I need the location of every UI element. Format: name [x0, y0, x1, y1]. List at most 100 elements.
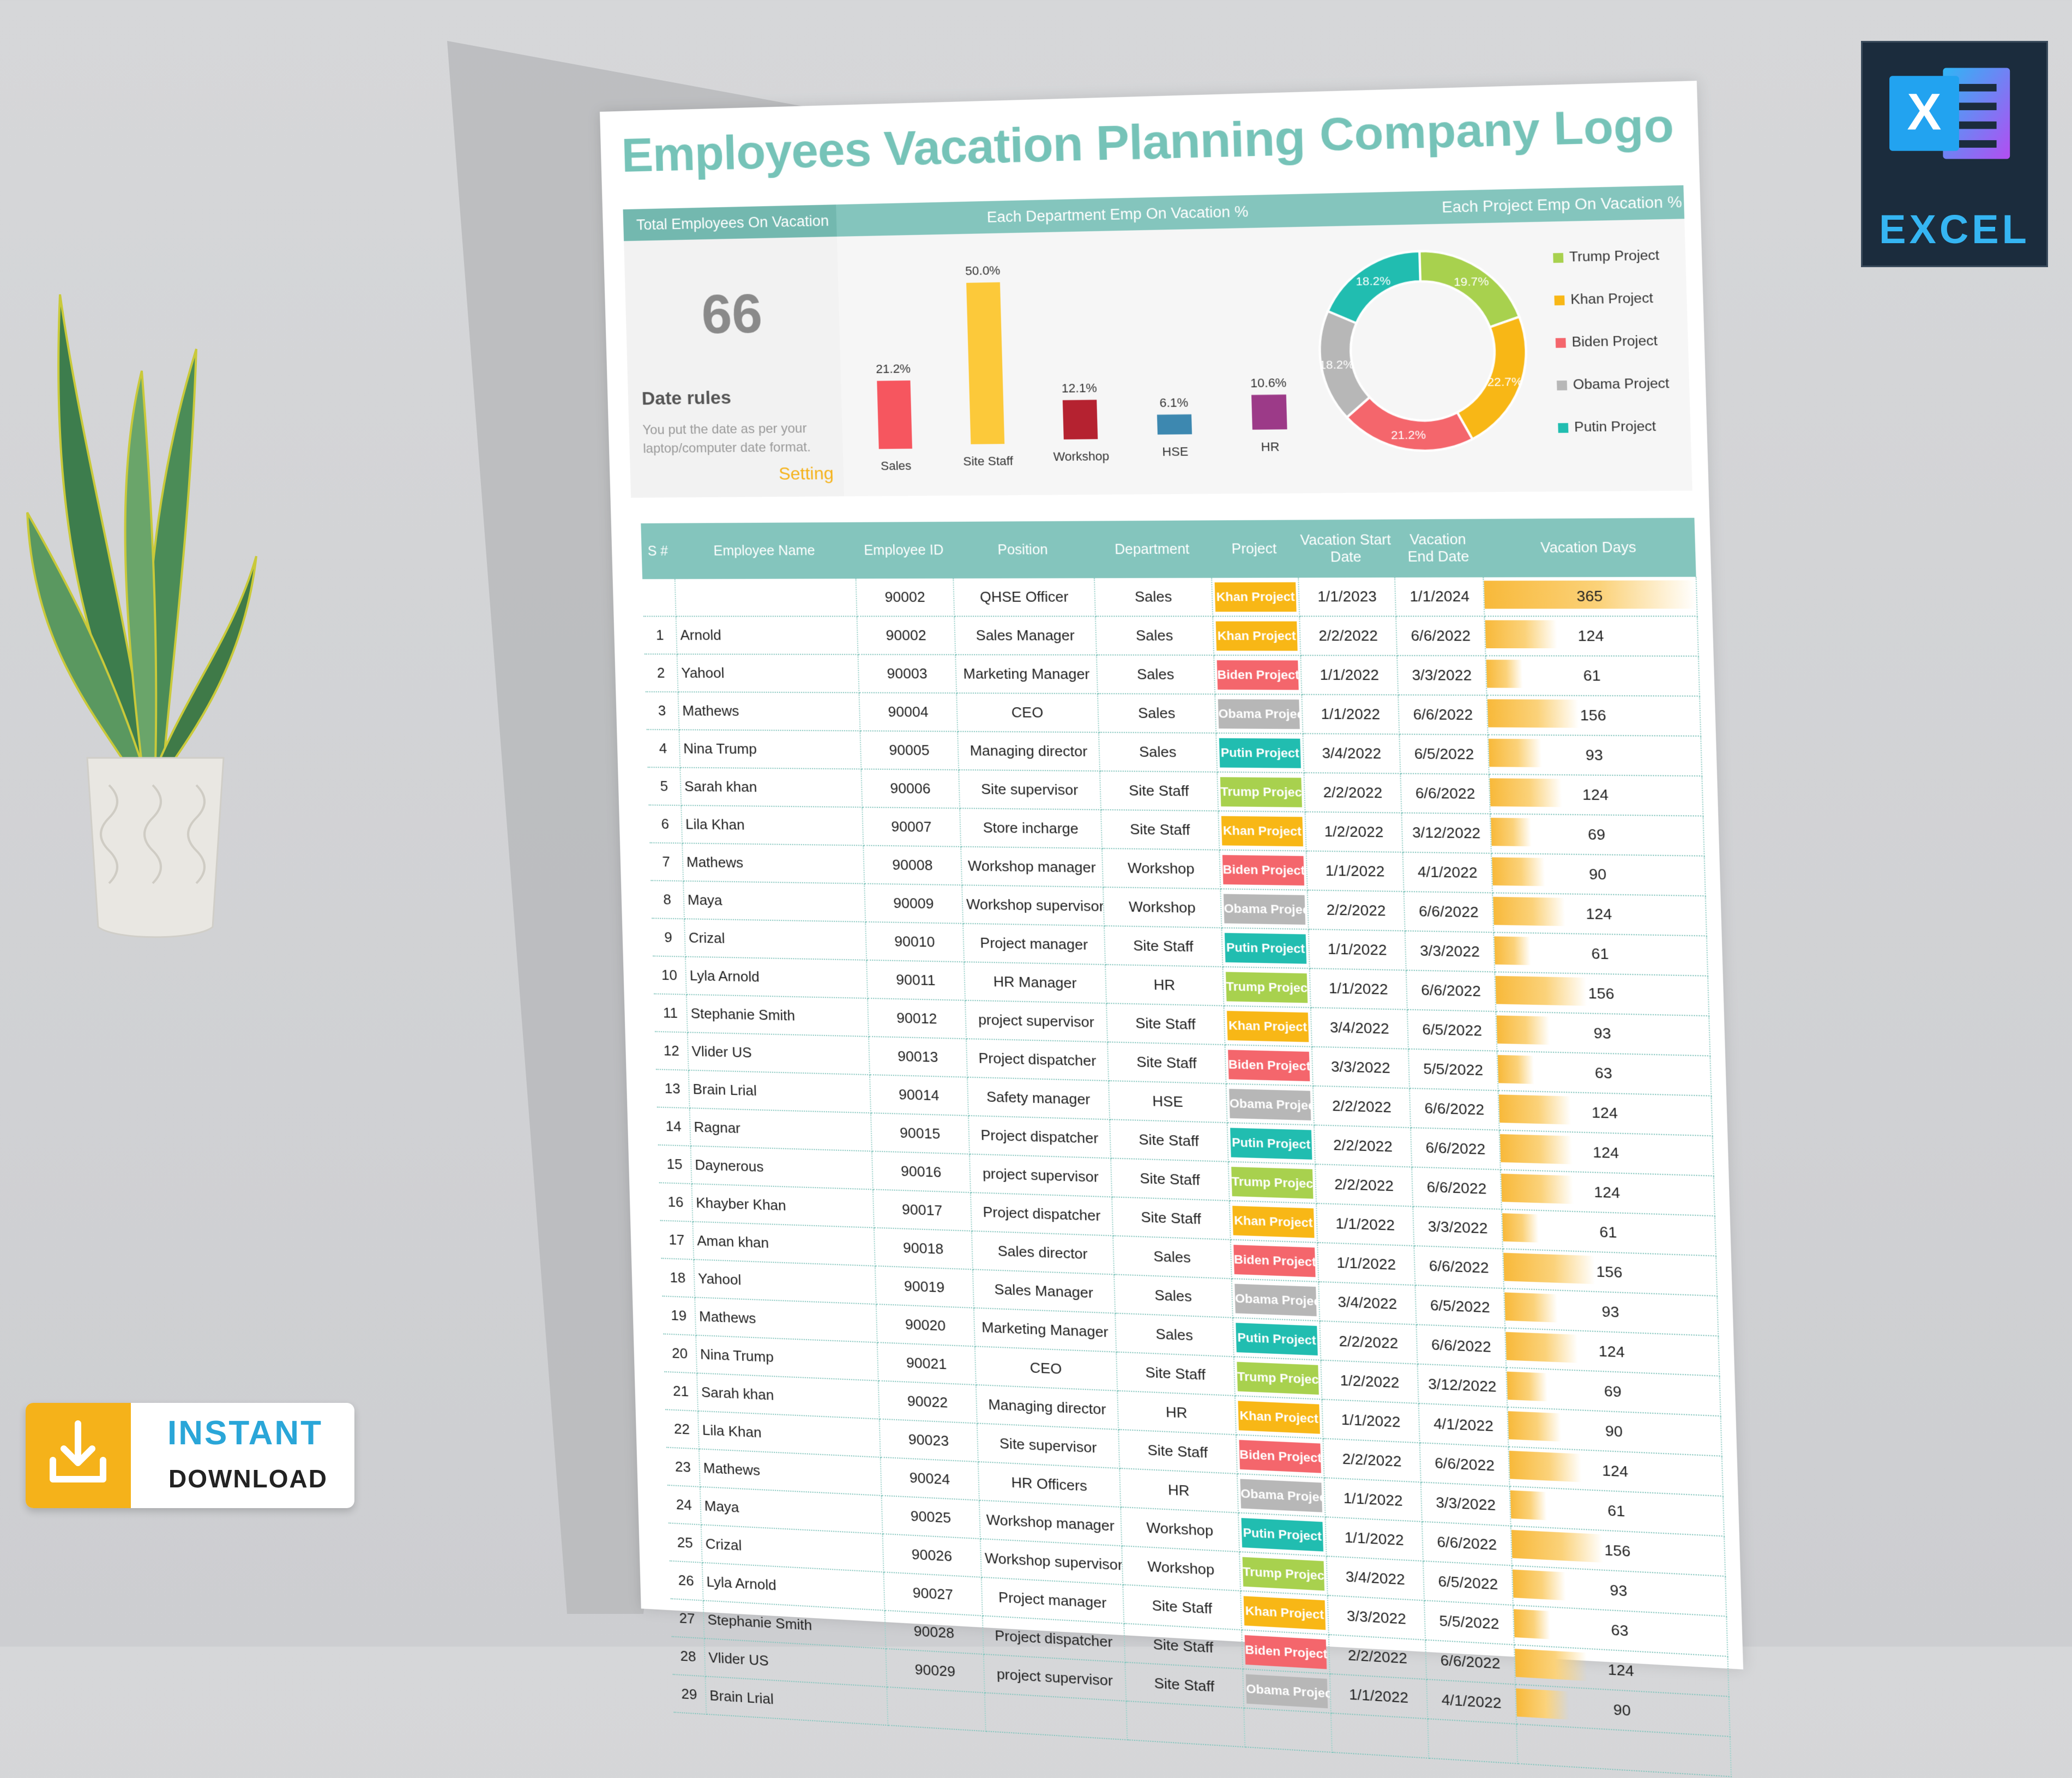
cell-position[interactable]: CEO: [956, 693, 1099, 732]
cell-sn[interactable]: [642, 579, 676, 616]
cell-sn[interactable]: 5: [648, 767, 682, 805]
cell-vacation-days[interactable]: 93: [1488, 735, 1702, 776]
cell-employee-id[interactable]: 90023: [880, 1419, 978, 1462]
cell-sn[interactable]: 18: [661, 1258, 695, 1298]
cell-vacation-days[interactable]: 156: [1503, 1249, 1717, 1296]
cell-start-date[interactable]: 2/2/2022: [1304, 773, 1401, 813]
cell-project[interactable]: Khan Project: [1230, 1201, 1317, 1243]
cell-employee-id[interactable]: 90007: [862, 807, 961, 847]
cell-position[interactable]: Workshop manager: [979, 1500, 1122, 1546]
cell-sn[interactable]: 15: [658, 1145, 692, 1184]
cell-sn[interactable]: 20: [663, 1334, 697, 1373]
cell-vacation-days[interactable]: 63: [1497, 1051, 1711, 1096]
cell-name[interactable]: Maya: [683, 881, 865, 922]
cell-department[interactable]: Site Staff: [1116, 1352, 1235, 1396]
cell-start-date[interactable]: 1/1/2023: [1298, 577, 1396, 616]
cell-project[interactable]: Biden Project: [1225, 1045, 1312, 1086]
cell-sn[interactable]: 7: [649, 843, 683, 881]
cell-position[interactable]: Store incharge: [960, 808, 1102, 848]
cell-position[interactable]: Project dispatcher: [971, 1192, 1113, 1235]
cell-start-date[interactable]: 1/1/2022: [1326, 1517, 1423, 1561]
cell-position[interactable]: Project dispatcher: [966, 1039, 1109, 1081]
cell-project[interactable]: Obama Project: [1237, 1474, 1326, 1517]
cell-employee-id[interactable]: 90014: [870, 1075, 968, 1116]
cell-start-date[interactable]: 3/4/2022: [1318, 1282, 1416, 1325]
setting-link[interactable]: Setting: [779, 463, 834, 484]
cell-department[interactable]: Sales: [1094, 578, 1213, 616]
cell-project[interactable]: Trump Project: [1222, 967, 1310, 1008]
cell-end-date[interactable]: 1/1/2024: [1395, 577, 1484, 616]
cell-start-date[interactable]: 1/1/2022: [1330, 1674, 1427, 1719]
cell-employee-id[interactable]: 90013: [869, 1036, 967, 1077]
cell-project[interactable]: Obama Project: [1243, 1669, 1331, 1713]
cell-project[interactable]: Putin Project: [1233, 1318, 1321, 1360]
cell-sn[interactable]: 26: [670, 1561, 703, 1601]
cell-project[interactable]: [1244, 1708, 1332, 1752]
cell-project[interactable]: Biden Project: [1242, 1630, 1330, 1674]
cell-vacation-days[interactable]: 156: [1487, 695, 1701, 736]
cell-employee-id[interactable]: 90006: [861, 769, 960, 808]
cell-name[interactable]: Crizal: [684, 919, 866, 960]
cell-department[interactable]: Site Staff: [1104, 926, 1222, 967]
cell-position[interactable]: Workshop supervisor: [962, 885, 1104, 926]
cell-end-date[interactable]: 6/6/2022: [1420, 1443, 1510, 1486]
cell-vacation-days[interactable]: 124: [1489, 774, 1703, 816]
cell-position[interactable]: Site supervisor: [959, 770, 1101, 810]
cell-end-date[interactable]: 3/3/2022: [1421, 1482, 1511, 1526]
cell-department[interactable]: Site Staff: [1110, 1119, 1228, 1161]
cell-start-date[interactable]: 2/2/2022: [1314, 1125, 1412, 1167]
cell-department[interactable]: Sales: [1098, 694, 1216, 733]
cell-position[interactable]: Safety manager: [967, 1077, 1110, 1120]
cell-sn[interactable]: 14: [657, 1107, 691, 1146]
cell-project[interactable]: Obama Project: [1232, 1279, 1320, 1321]
cell-position[interactable]: Project manager: [963, 924, 1105, 965]
cell-project[interactable]: Obama Project: [1220, 889, 1308, 929]
cell-project[interactable]: Biden Project: [1236, 1435, 1324, 1478]
cell-name[interactable]: Sarah khan: [680, 768, 862, 807]
cell-sn[interactable]: 13: [656, 1069, 690, 1108]
cell-sn[interactable]: 4: [647, 730, 680, 768]
cell-start-date[interactable]: 3/4/2022: [1327, 1556, 1424, 1600]
cell-department[interactable]: Workshop: [1121, 1507, 1239, 1552]
cell-end-date[interactable]: 6/6/2022: [1414, 1246, 1504, 1288]
cell-sn[interactable]: 29: [673, 1674, 707, 1714]
cell-name[interactable]: Arnold: [676, 616, 858, 654]
cell-start-date[interactable]: 1/1/2022: [1322, 1399, 1419, 1443]
cell-end-date[interactable]: 5/5/2022: [1408, 1049, 1498, 1090]
cell-employee-id[interactable]: 90019: [875, 1266, 974, 1308]
cell-sn[interactable]: 12: [655, 1032, 689, 1070]
cell-employee-id[interactable]: 90021: [877, 1342, 976, 1385]
cell-department[interactable]: Workshop: [1102, 848, 1220, 889]
cell-name[interactable]: Stephanie Smith: [686, 995, 869, 1036]
cell-start-date[interactable]: 1/1/2022: [1310, 968, 1407, 1010]
cell-start-date[interactable]: 2/2/2022: [1320, 1321, 1417, 1364]
cell-position[interactable]: Marketing Manager: [974, 1308, 1116, 1352]
cell-vacation-days[interactable]: 93: [1496, 1011, 1710, 1056]
cell-end-date[interactable]: 4/1/2022: [1419, 1403, 1509, 1446]
cell-employee-id[interactable]: 90018: [874, 1228, 973, 1270]
cell-name[interactable]: Ragnar: [690, 1108, 872, 1151]
cell-end-date[interactable]: 6/5/2022: [1415, 1285, 1505, 1328]
cell-name[interactable]: Brain Lrial: [689, 1070, 871, 1113]
cell-sn[interactable]: 27: [671, 1599, 704, 1638]
cell-position[interactable]: Sales Manager: [954, 616, 1097, 655]
cell-project[interactable]: Obama Project: [1226, 1084, 1314, 1125]
cell-department[interactable]: Sales: [1099, 732, 1217, 772]
cell-end-date[interactable]: 6/6/2022: [1412, 1167, 1502, 1209]
cell-sn[interactable]: 28: [672, 1637, 706, 1677]
cell-start-date[interactable]: 3/4/2022: [1303, 733, 1400, 773]
cell-department[interactable]: Site Staff: [1111, 1158, 1230, 1201]
cell-employee-id[interactable]: 90009: [864, 884, 963, 924]
cell-end-date[interactable]: 3/3/2022: [1397, 655, 1486, 695]
cell-end-date[interactable]: 6/5/2022: [1399, 734, 1489, 774]
cell-employee-id[interactable]: 90027: [884, 1572, 983, 1616]
cell-start-date[interactable]: 2/2/2022: [1323, 1438, 1420, 1482]
cell-vacation-days[interactable]: 61: [1502, 1209, 1716, 1256]
cell-name[interactable]: Daynerous: [691, 1146, 873, 1190]
cell-start-date[interactable]: 1/1/2022: [1316, 1203, 1414, 1246]
cell-end-date[interactable]: 3/3/2022: [1413, 1207, 1503, 1249]
cell-start-date[interactable]: 2/2/2022: [1299, 616, 1397, 655]
cell-end-date[interactable]: 5/5/2022: [1424, 1600, 1514, 1644]
cell-department[interactable]: Sales: [1115, 1313, 1234, 1357]
cell-project[interactable]: Khan Project: [1224, 1006, 1311, 1047]
